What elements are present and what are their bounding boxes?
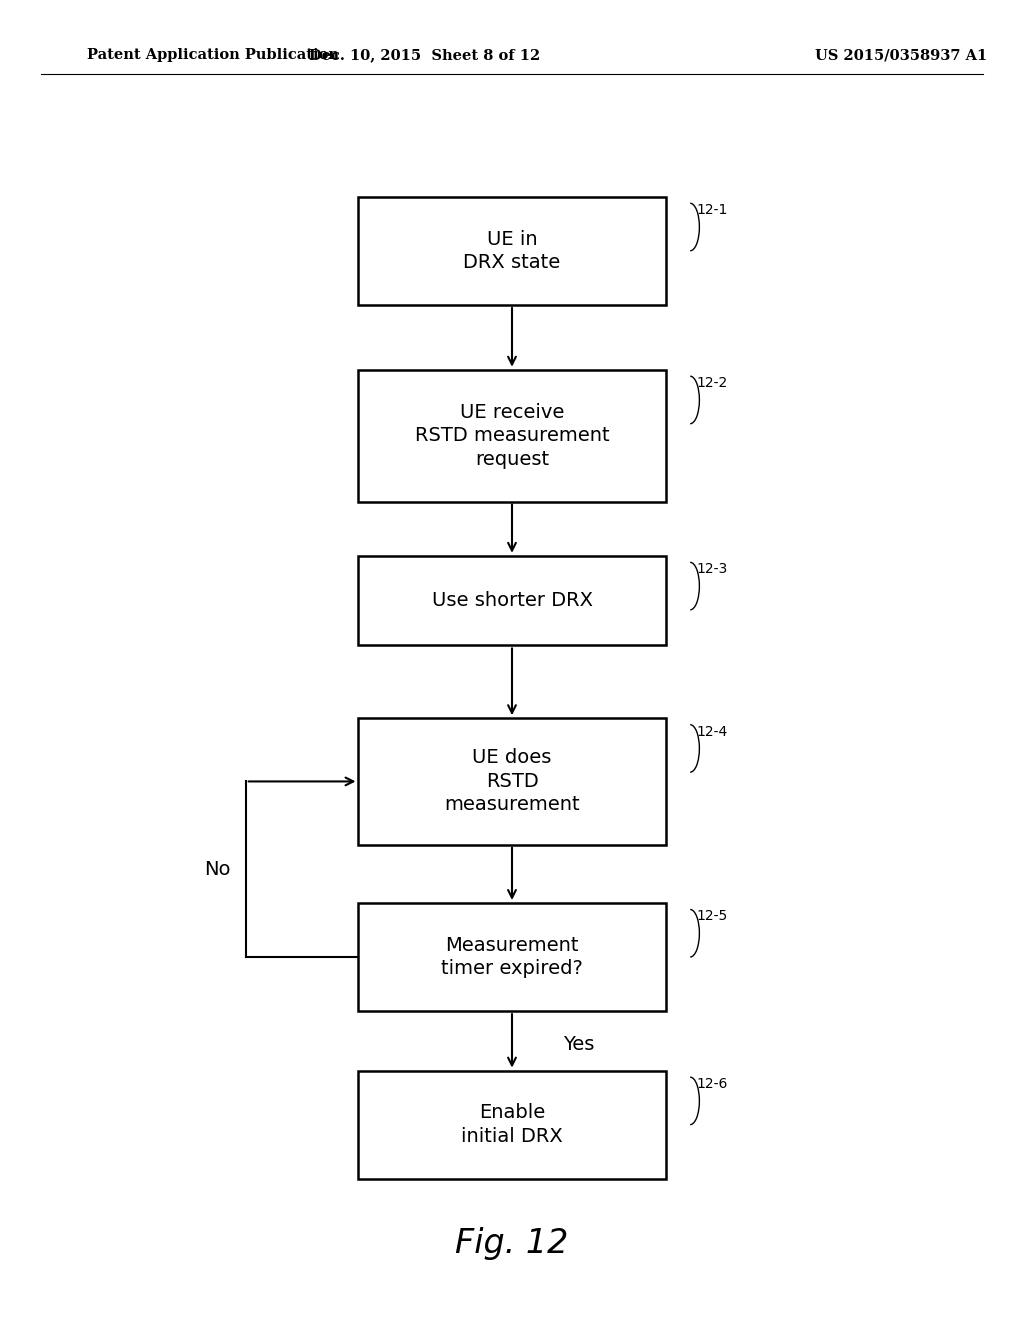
Text: No: No: [204, 859, 230, 879]
Text: Use shorter DRX: Use shorter DRX: [431, 591, 593, 610]
Bar: [358, 718, 666, 845]
Text: 12-6: 12-6: [696, 1077, 728, 1092]
Bar: [358, 1071, 666, 1179]
Text: UE in
DRX state: UE in DRX state: [464, 230, 560, 272]
Bar: [358, 556, 666, 645]
Text: Yes: Yes: [563, 1035, 595, 1053]
Text: Enable
initial DRX: Enable initial DRX: [461, 1104, 563, 1146]
Bar: [358, 903, 666, 1011]
Text: Measurement
timer expired?: Measurement timer expired?: [441, 936, 583, 978]
Text: 12-1: 12-1: [696, 203, 728, 218]
Text: 12-4: 12-4: [696, 725, 728, 739]
Text: 12-3: 12-3: [696, 562, 728, 577]
Text: 12-2: 12-2: [696, 376, 728, 391]
Text: Patent Application Publication: Patent Application Publication: [87, 49, 339, 62]
Text: UE receive
RSTD measurement
request: UE receive RSTD measurement request: [415, 403, 609, 469]
Bar: [358, 370, 666, 502]
Text: US 2015/0358937 A1: US 2015/0358937 A1: [815, 49, 987, 62]
Text: 12-5: 12-5: [696, 909, 728, 924]
Text: Dec. 10, 2015  Sheet 8 of 12: Dec. 10, 2015 Sheet 8 of 12: [309, 49, 541, 62]
Text: Fig. 12: Fig. 12: [456, 1228, 568, 1259]
Bar: [358, 197, 666, 305]
Text: UE does
RSTD
measurement: UE does RSTD measurement: [444, 748, 580, 814]
